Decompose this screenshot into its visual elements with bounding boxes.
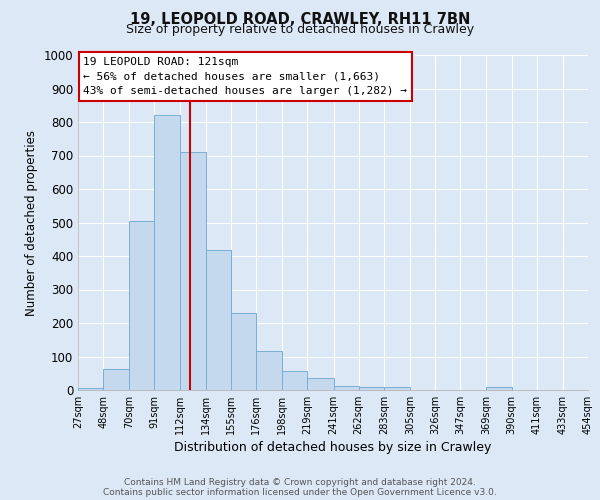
Bar [334, 386, 359, 390]
Bar [103, 369, 130, 390]
Text: 19, LEOPOLD ROAD, CRAWLEY, RH11 7BN: 19, LEOPOLD ROAD, CRAWLEY, RH11 7BN [130, 12, 470, 28]
Bar [359, 388, 384, 390]
Bar [154, 116, 179, 390]
Text: Size of property relative to detached houses in Crawley: Size of property relative to detached ho… [126, 22, 474, 36]
Text: Contains public sector information licensed under the Open Government Licence v3: Contains public sector information licen… [103, 488, 497, 497]
Bar [384, 386, 410, 390]
Bar [130, 222, 154, 390]
Bar [487, 388, 512, 390]
Bar [256, 351, 282, 390]
Y-axis label: Number of detached properties: Number of detached properties [25, 130, 38, 316]
Text: 19 LEOPOLD ROAD: 121sqm
← 56% of detached houses are smaller (1,663)
43% of semi: 19 LEOPOLD ROAD: 121sqm ← 56% of detache… [83, 56, 407, 96]
Bar [282, 370, 307, 390]
X-axis label: Distribution of detached houses by size in Crawley: Distribution of detached houses by size … [175, 441, 491, 454]
Bar [78, 388, 103, 390]
Bar [307, 378, 334, 390]
Bar [206, 250, 231, 390]
Bar [179, 152, 206, 390]
Bar [231, 313, 256, 390]
Text: Contains HM Land Registry data © Crown copyright and database right 2024.: Contains HM Land Registry data © Crown c… [124, 478, 476, 487]
